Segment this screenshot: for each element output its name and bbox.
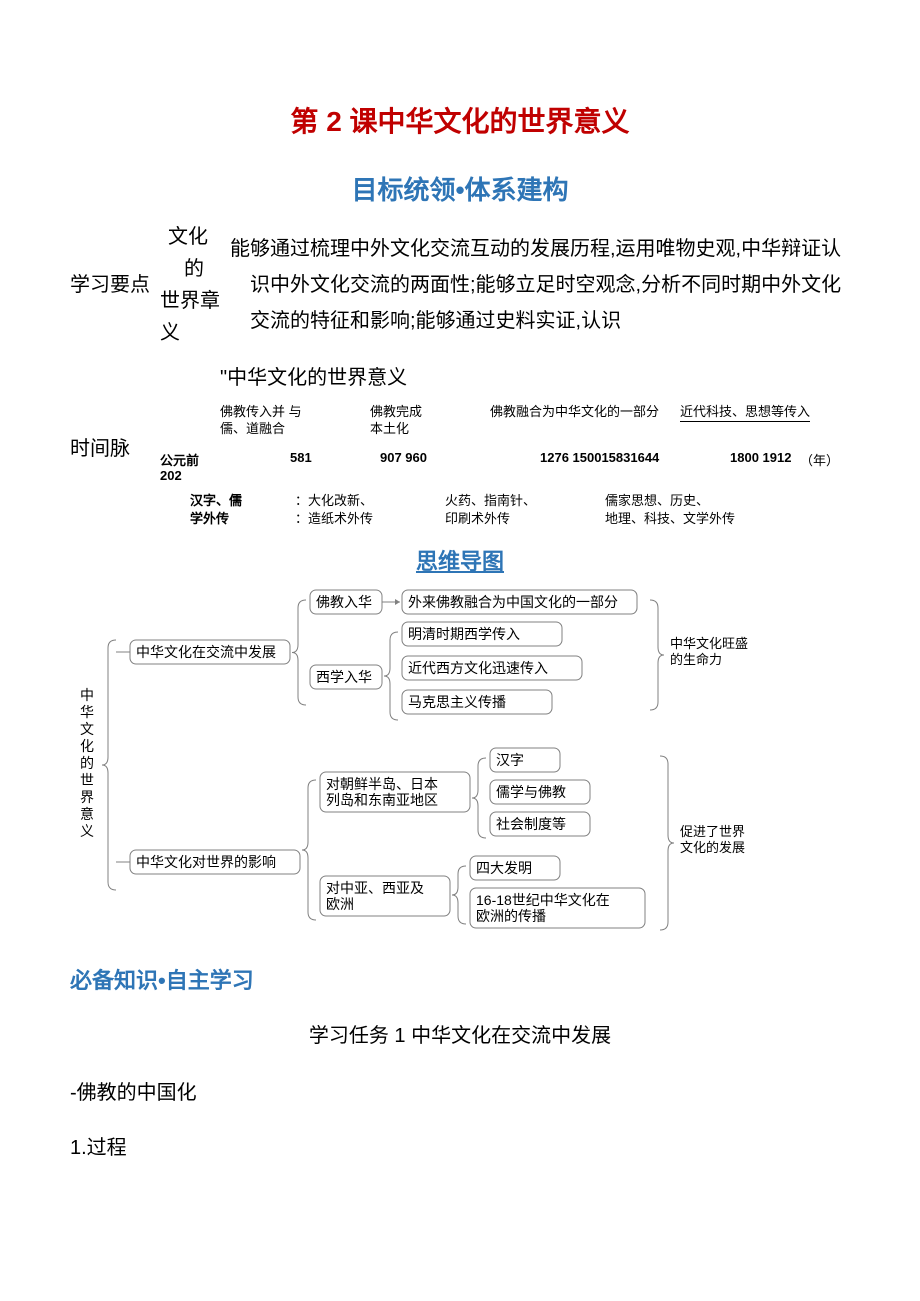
- mid-l2: 的: [160, 253, 204, 285]
- svg-text:社会制度等: 社会制度等: [496, 816, 566, 832]
- section-subtitle: 目标统领•体系建构: [70, 170, 850, 207]
- svg-text:汉字: 汉字: [496, 752, 524, 768]
- section-knowledge: 必备知识•自主学习: [70, 963, 850, 995]
- svg-text:四大发明: 四大发明: [476, 860, 532, 876]
- paragraph-2: 1.过程: [70, 1131, 850, 1160]
- svg-text:明清时期西学传入: 明清时期西学传入: [408, 626, 520, 642]
- timeline-bottom-seg: 汉字、儒学外传: [190, 492, 242, 527]
- svg-text:华: 华: [80, 704, 94, 720]
- timeline-top-seg: 佛教传入并 与儒、道融合: [220, 404, 302, 438]
- svg-text:欧洲: 欧洲: [326, 896, 354, 912]
- lesson-title: 第 2 课中华文化的世界意义: [70, 100, 850, 140]
- svg-text:佛教入华: 佛教入华: [316, 594, 372, 610]
- svg-text:对中亚、西亚及: 对中亚、西亚及: [326, 880, 424, 896]
- timeline-top-seg: 近代科技、思想等传入: [680, 404, 810, 422]
- mindmap-title: 思维导图: [70, 544, 850, 576]
- timeline-body: 佛教传入并 与儒、道融合 佛教完成本土化 佛教融合为中华文化的一部分 近代科技、思想等…: [160, 404, 850, 528]
- timeline-year: 581: [290, 450, 312, 465]
- study-req-desc: 能够通过梳理中外文化交流互动的发展历程,运用唯物史观,中华辩证认识中外文化交流的…: [230, 231, 850, 339]
- timeline-top-seg: 佛教融合为中华文化的一部分: [490, 404, 659, 421]
- svg-text:外来佛教融合为中国文化的一部分: 外来佛教融合为中国文化的一部分: [408, 594, 618, 610]
- svg-text:促进了世界: 促进了世界: [680, 824, 745, 839]
- study-requirements: 学习要点 文化 的 世界章义 能够通过梳理中外文化交流互动的发展历程,运用唯物史…: [70, 221, 850, 349]
- svg-text:近代西方文化迅速传入: 近代西方文化迅速传入: [408, 660, 548, 676]
- svg-text:中华文化在交流中发展: 中华文化在交流中发展: [136, 644, 276, 660]
- svg-text:马克思主义传播: 马克思主义传播: [408, 694, 506, 710]
- svg-text:对朝鲜半岛、日本: 对朝鲜半岛、日本: [326, 776, 438, 792]
- svg-text:界: 界: [80, 789, 94, 805]
- svg-text:16-18世纪中华文化在: 16-18世纪中华文化在: [476, 892, 610, 908]
- svg-text:义: 义: [80, 823, 94, 839]
- svg-text:中华文化旺盛: 中华文化旺盛: [670, 636, 748, 651]
- timeline-bottom-seg: 儒家思想、历史、地理、科技、文学外传: [605, 492, 735, 527]
- timeline-year: （年）: [800, 450, 839, 469]
- timeline-year: 1276 150015831644: [540, 450, 659, 465]
- study-req-mid: 文化 的 世界章义: [160, 221, 230, 349]
- timeline-year: 公元前: [160, 450, 199, 469]
- svg-text:中华文化对世界的影响: 中华文化对世界的影响: [136, 854, 276, 870]
- svg-text:文化的发展: 文化的发展: [680, 840, 745, 855]
- timeline-label: 时间脉: [70, 404, 160, 528]
- svg-text:化: 化: [80, 738, 94, 754]
- paragraph-1: -佛教的中国化: [70, 1076, 850, 1105]
- timeline: 时间脉 佛教传入并 与儒、道融合 佛教完成本土化 佛教融合为中华文化的一部分 近代科技…: [70, 404, 850, 528]
- timeline-top-seg: 佛教完成本土化: [370, 404, 422, 438]
- study-req-label: 学习要点: [70, 267, 160, 303]
- task-title: 学习任务 1 中华文化在交流中发展: [70, 1019, 850, 1048]
- svg-text:意: 意: [80, 806, 94, 822]
- svg-text:儒学与佛教: 儒学与佛教: [496, 784, 566, 800]
- mindmap-svg: 中华文化的世界意义 中华文化在交流中发展中华文化对世界的影响 佛教入华西学入华 外来佛…: [70, 580, 850, 940]
- timeline-bottom-seg: 火药、指南针、印刷术外传: [445, 492, 536, 527]
- timeline-bottom-seg: ：大化改新、：造纸术外传: [295, 492, 373, 527]
- svg-text:世: 世: [80, 772, 94, 788]
- timeline-year: 1800 1912: [730, 450, 791, 465]
- svg-text:文: 文: [80, 721, 94, 737]
- mid-l1: 文化: [160, 221, 208, 253]
- svg-text:列岛和东南亚地区: 列岛和东南亚地区: [326, 792, 438, 808]
- svg-text:中: 中: [80, 687, 94, 703]
- timeline-year: 202: [160, 468, 182, 483]
- quote-line: "中华文化的世界意义: [190, 361, 850, 390]
- svg-text:欧洲的传播: 欧洲的传播: [476, 908, 546, 924]
- svg-text:的: 的: [80, 755, 94, 771]
- svg-text:的生命力: 的生命力: [670, 652, 722, 667]
- svg-text:西学入华: 西学入华: [316, 669, 372, 685]
- timeline-year: 907 960: [380, 450, 427, 465]
- mid-l3: 世界章义: [160, 285, 230, 349]
